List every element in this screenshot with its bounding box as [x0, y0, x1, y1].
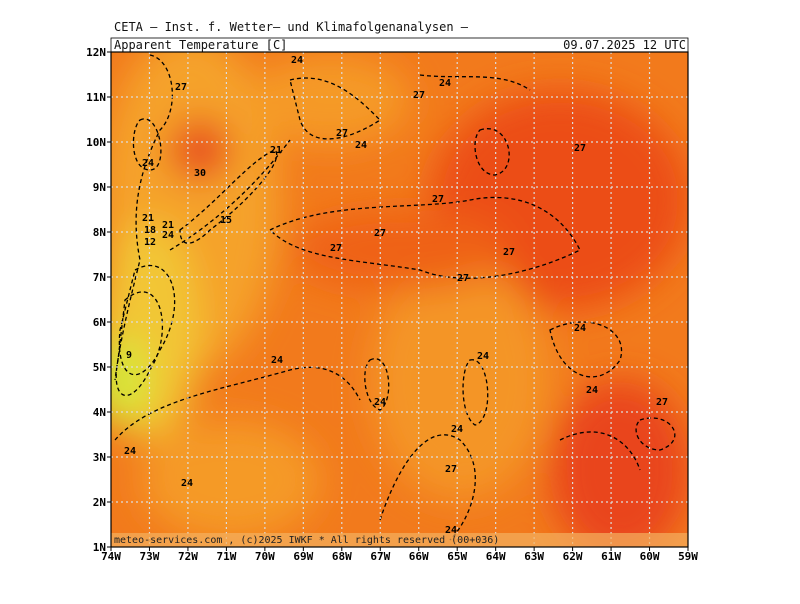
contour: [115, 291, 163, 397]
field-shading: [111, 52, 688, 547]
contour: [179, 149, 278, 244]
footer-band: [111, 533, 688, 547]
lon-label: 69W: [293, 550, 313, 563]
contour-label: 24: [374, 397, 386, 408]
contour: [289, 77, 382, 140]
contour-label: 30: [194, 168, 206, 179]
contour-label: 18: [144, 225, 156, 236]
shade: [250, 55, 410, 145]
shade: [170, 120, 230, 180]
lat-label: 4N: [93, 406, 106, 419]
shade: [290, 210, 510, 290]
contour-label: 27: [574, 143, 586, 154]
contour-label: 27: [330, 243, 342, 254]
lon-label: 70W: [255, 550, 275, 563]
contour-label: 24: [181, 478, 193, 489]
contour: [379, 434, 476, 541]
lon-label: 73W: [140, 550, 160, 563]
lat-label: 9N: [93, 181, 106, 194]
contour: [118, 264, 176, 376]
contour-label: 24: [162, 230, 174, 241]
contour: [635, 417, 676, 451]
lon-label: 65W: [447, 550, 467, 563]
lon-label: 71W: [216, 550, 236, 563]
contour: [132, 118, 162, 171]
lon-label: 63W: [524, 550, 544, 563]
shade: [370, 260, 550, 500]
contour-label: 24: [439, 78, 451, 89]
lon-label: 68W: [332, 550, 352, 563]
lat-label: 11N: [86, 91, 106, 104]
shade: [550, 380, 688, 547]
lat-label: 8N: [93, 226, 106, 239]
contour-label: 24: [142, 158, 154, 169]
lon-label: 67W: [370, 550, 390, 563]
contour-label: 24: [355, 140, 367, 151]
contour: [268, 196, 581, 279]
lat-label: 1N: [93, 541, 106, 554]
contour-label: 9: [126, 350, 132, 361]
contour: [549, 321, 623, 378]
graticule: [111, 52, 688, 547]
contour-label: 21: [162, 220, 174, 231]
contour-label: 27: [413, 90, 425, 101]
lon-label: 72W: [178, 550, 198, 563]
contour: [114, 366, 361, 441]
lat-label: 12N: [86, 46, 106, 59]
contours: [114, 54, 676, 541]
lon-label: 64W: [486, 550, 506, 563]
title: CETA — Inst. f. Wetter— und Klimafolgena…: [114, 20, 469, 34]
contour-label: 24: [477, 351, 489, 362]
contour-label: 27: [432, 194, 444, 205]
lon-label: 62W: [563, 550, 583, 563]
contour-label: 15: [220, 215, 232, 226]
lon-label: 74W: [101, 550, 121, 563]
lat-label: 10N: [86, 136, 106, 149]
contour-label: 21: [270, 145, 282, 156]
contour-label: 24: [586, 385, 598, 396]
contour-label: 12: [144, 237, 156, 248]
contour: [462, 359, 489, 426]
lon-label: 60W: [640, 550, 660, 563]
contour: [169, 139, 291, 251]
lat-label: 3N: [93, 451, 106, 464]
map-frame: [110, 51, 689, 548]
contour-label: 24: [271, 355, 283, 366]
contour-label: 24: [124, 446, 136, 457]
valid-time: 09.07.2025 12 UTC: [563, 38, 686, 52]
contour: [474, 128, 510, 176]
contour-label: 24: [291, 55, 303, 66]
contour-label: 27: [175, 82, 187, 93]
contour-label: 27: [656, 397, 668, 408]
lon-label: 59W: [678, 550, 698, 563]
lat-label: 7N: [93, 271, 106, 284]
footer: meteo-services.com , (c)2025 IWKF * All …: [114, 535, 499, 546]
axes: 74W 73W 72W 71W 70W 69W 68W 67W 66W 65W 64W 63W 62W 6…: [86, 46, 698, 563]
lon-label: 61W: [601, 550, 621, 563]
contour-label: 27: [445, 464, 457, 475]
lat-label: 2N: [93, 496, 106, 509]
lat-label: 5N: [93, 361, 106, 374]
contour-label: 21: [142, 213, 154, 224]
contour-label: 27: [336, 128, 348, 139]
contour-label: 27: [457, 273, 469, 284]
lon-label: 66W: [409, 550, 429, 563]
contour: [364, 358, 390, 411]
contour-label: 24: [445, 525, 457, 536]
lat-label: 6N: [93, 316, 106, 329]
contour-label: 24: [574, 323, 586, 334]
contour: [114, 54, 173, 381]
contour: [419, 74, 531, 91]
variable: Apparent_Temperature [C]: [114, 38, 287, 52]
contour-label: 27: [503, 247, 515, 258]
contour-label: 27: [374, 228, 386, 239]
shade: [140, 420, 320, 540]
contour-label: 24: [451, 424, 463, 435]
